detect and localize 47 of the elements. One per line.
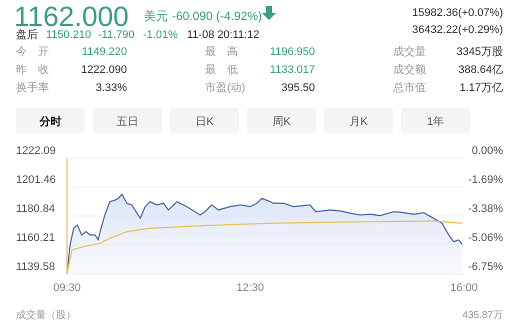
text: -60.090 (-4.92%) — [172, 9, 262, 23]
y-tick-label: 1139.58 — [16, 261, 55, 273]
text: 五日 — [116, 116, 138, 128]
y-tick-label: 1222.09 — [16, 145, 56, 157]
text: 换手率 — [16, 81, 49, 94]
text: 1222.090 — [81, 64, 127, 76]
x-tick-label: 16:00 — [450, 282, 478, 294]
text: 月K — [349, 116, 368, 128]
text: 15982.36(+0.07%) — [412, 7, 503, 19]
text: 美元 — [144, 9, 168, 23]
text: 395.50 — [281, 82, 315, 94]
text: 1149.220 — [82, 46, 127, 58]
text: 36432.22(+0.29%) — [412, 24, 503, 36]
y-tick-label: 1201.46 — [16, 174, 56, 186]
text: 388.64亿 — [458, 64, 503, 76]
y2-tick-label: -6.75% — [468, 261, 504, 273]
text: 1.17万亿 — [460, 82, 503, 94]
text: 435.87万 — [462, 310, 503, 321]
y2-tick-label: -1.69% — [468, 174, 504, 186]
y2-tick-label: -5.06% — [468, 232, 504, 244]
text: 分时 — [38, 115, 62, 128]
text: 今 开 — [16, 46, 49, 58]
y2-tick-label: -3.38% — [468, 203, 504, 216]
text: 1年 — [426, 116, 444, 128]
text: 1150.210 — [46, 29, 92, 41]
text: 成交额 — [393, 63, 426, 76]
y2-tick-label: 0.00% — [472, 145, 504, 157]
text: 1133.017 — [270, 64, 315, 76]
text: 周K — [272, 116, 292, 128]
x-tick-label: 09:30 — [53, 282, 81, 294]
text: 11-08 20:11:12 — [187, 29, 260, 41]
y-tick-label: 1180.84 — [16, 202, 55, 215]
text: 1196.950 — [270, 46, 315, 58]
text: 3345万股 — [456, 46, 503, 58]
x-tick-label: 12:30 — [236, 282, 264, 294]
text: 成交量 — [393, 45, 426, 58]
y-tick-label: 1160.21 — [16, 232, 55, 244]
text: 最 高 — [205, 45, 238, 58]
text: 昨 收 — [16, 64, 49, 76]
text: 日K — [195, 116, 214, 128]
text: 3.33% — [96, 82, 128, 94]
text: 最 低 — [205, 64, 238, 76]
text: -1.01% — [143, 29, 178, 41]
text: -11.790 — [98, 29, 134, 41]
text: 市盈(动) — [205, 81, 246, 94]
text: 总市值 — [392, 81, 426, 94]
text: 成交量（股） — [16, 309, 76, 321]
